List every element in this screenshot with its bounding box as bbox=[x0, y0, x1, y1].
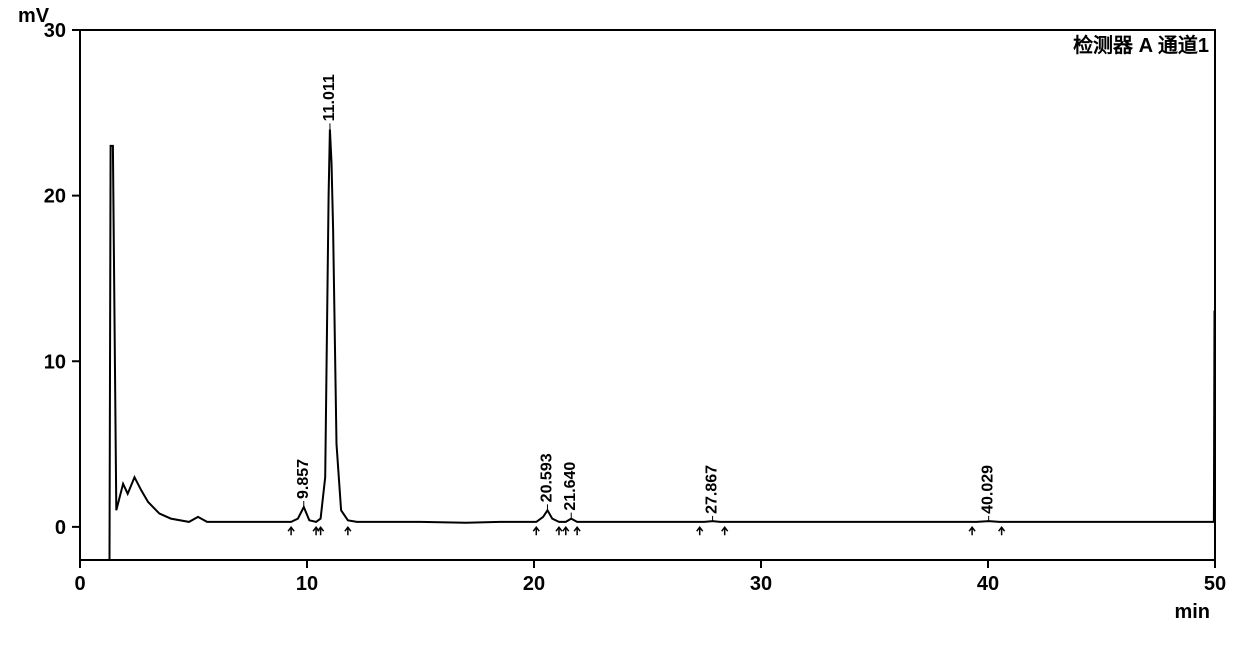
peak-label: 21.640 bbox=[562, 462, 579, 511]
baseline-marker bbox=[556, 527, 562, 535]
peak-label: 40.029 bbox=[980, 465, 997, 514]
x-tick-label: 30 bbox=[750, 573, 772, 595]
baseline-marker bbox=[345, 527, 351, 535]
x-tick-label: 10 bbox=[296, 573, 318, 595]
x-tick-label: 20 bbox=[523, 573, 545, 595]
baseline-marker bbox=[318, 527, 324, 535]
y-axis-label: mV bbox=[18, 5, 50, 27]
baseline-marker bbox=[563, 527, 569, 535]
peak-label: 27.867 bbox=[704, 465, 721, 514]
x-tick-label: 40 bbox=[977, 573, 999, 595]
baseline-marker bbox=[999, 527, 1005, 535]
chromatogram-trace bbox=[80, 129, 1215, 560]
x-tick-label: 0 bbox=[74, 573, 85, 595]
baseline-marker bbox=[288, 527, 294, 535]
peak-label: 20.593 bbox=[538, 453, 555, 502]
peak-label: 11.011 bbox=[321, 74, 338, 121]
baseline-marker bbox=[533, 527, 539, 535]
x-tick-label: 50 bbox=[1204, 573, 1226, 595]
plot-border bbox=[80, 30, 1215, 560]
baseline-marker bbox=[722, 527, 728, 535]
baseline-marker bbox=[697, 527, 703, 535]
peak-label: 9.857 bbox=[295, 459, 312, 499]
baseline-marker bbox=[969, 527, 975, 535]
baseline-marker bbox=[574, 527, 580, 535]
y-tick-label: 0 bbox=[55, 517, 66, 539]
y-tick-label: 20 bbox=[44, 186, 66, 208]
x-axis-label: min bbox=[1174, 601, 1210, 623]
chromatogram-chart: 0102030mV01020304050min9.85711.01120.593… bbox=[0, 0, 1240, 664]
detector-channel-label: 检测器 A 通道1 bbox=[1073, 33, 1209, 57]
y-tick-label: 10 bbox=[44, 351, 66, 373]
